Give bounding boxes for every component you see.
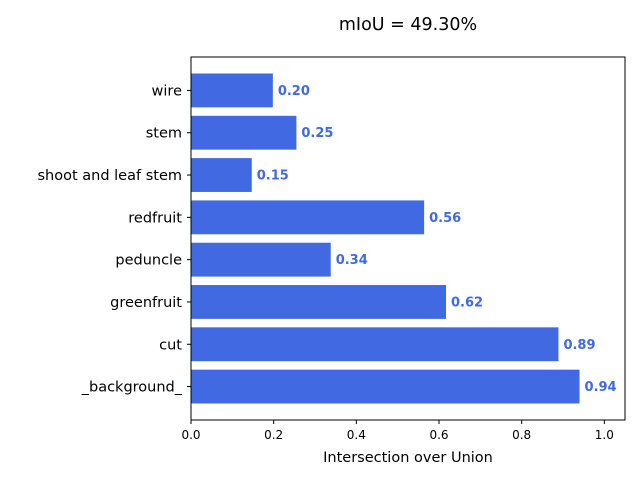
bars-layer xyxy=(191,73,580,404)
value-label: 0.20 xyxy=(278,84,310,99)
bar-cut xyxy=(191,327,559,362)
x-axis: 0.0 0.2 0.4 0.6 0.8 1.0 xyxy=(181,420,614,442)
x-tick-label: 1.0 xyxy=(595,428,614,442)
value-label: 0.94 xyxy=(585,380,617,395)
bar-shoot-and-leaf-stem xyxy=(191,158,252,192)
y-tick-label: stem xyxy=(146,126,182,142)
value-label: 0.34 xyxy=(336,253,368,268)
bar-peduncle xyxy=(191,242,331,277)
bar-greenfruit xyxy=(191,285,447,319)
x-tick-label: 0.4 xyxy=(347,428,366,442)
x-tick-label: 0.6 xyxy=(429,428,448,442)
chart-title: mIoU = 49.30% xyxy=(339,15,477,35)
bar--background- xyxy=(191,369,580,404)
y-tick-label: greenfruit xyxy=(110,295,182,311)
x-tick-label: 0.0 xyxy=(181,428,200,442)
value-label: 0.56 xyxy=(429,211,461,226)
x-tick-label: 0.8 xyxy=(512,428,531,442)
y-axis: wire stem shoot and leaf stem redfruit pedun… xyxy=(37,83,191,396)
y-tick-label: redfruit xyxy=(128,210,182,226)
x-axis-label: Intersection over Union xyxy=(323,450,493,466)
y-tick-label: peduncle xyxy=(115,253,182,269)
value-label: 0.62 xyxy=(451,295,483,310)
bar-stem xyxy=(191,115,297,150)
y-tick-label: cut xyxy=(159,337,182,353)
y-tick-label: wire xyxy=(152,83,183,99)
y-tick-label: shoot and leaf stem xyxy=(37,168,182,184)
y-tick-label: _background_ xyxy=(81,380,183,396)
plot-frame xyxy=(190,56,626,421)
value-labels-layer: 0.20 0.25 0.15 0.56 0.34 0.62 0.89 0.94 xyxy=(257,84,617,395)
value-label: 0.25 xyxy=(301,126,333,141)
value-label: 0.89 xyxy=(563,338,595,353)
bar-redfruit xyxy=(191,200,425,235)
value-label: 0.15 xyxy=(257,169,289,184)
x-tick-label: 0.2 xyxy=(264,428,283,442)
bar-wire xyxy=(191,73,273,108)
